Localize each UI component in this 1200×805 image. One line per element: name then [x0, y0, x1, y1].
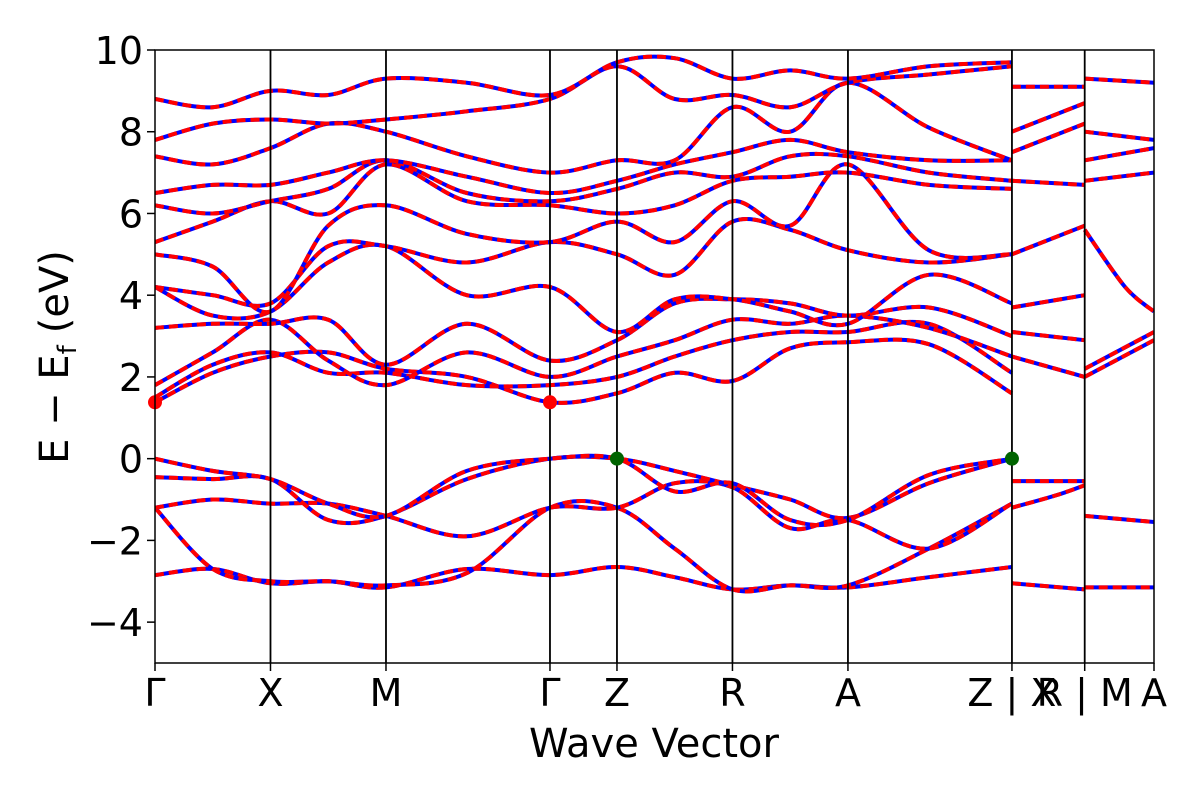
- band-line-s0-b1: [155, 498, 1013, 594]
- band-line-s2-b8: [1084, 76, 1154, 85]
- y-tick-label: 2: [119, 356, 143, 400]
- band-line-s0-b2: [155, 479, 1013, 551]
- band-line-s0-b4: [155, 453, 1013, 528]
- x-tick-label-0: Γ: [144, 671, 165, 715]
- band-line-s0-b15: [155, 80, 1013, 175]
- vbm-marker-2: [609, 451, 624, 466]
- x-tick-label-3: Γ: [539, 671, 560, 715]
- x-tick-label-2: M: [370, 671, 403, 715]
- band-line-s0-b11: [155, 162, 1012, 315]
- markers-layer: [148, 395, 1019, 466]
- band-line-s1-b8: [1011, 121, 1086, 155]
- y-axis-label-unit: (eV): [32, 250, 78, 333]
- band-line-s2-b5: [1084, 170, 1154, 183]
- band-line-s2-b6: [1084, 146, 1154, 163]
- band-line-s1-b2: [1011, 483, 1086, 510]
- band-line-s1-b9: [1011, 101, 1086, 134]
- y-tick-label: 6: [119, 192, 143, 236]
- band-line-s0-b16: [155, 64, 1013, 142]
- band-line-s1-b3: [1011, 354, 1086, 379]
- y-axis-label: E − Ef (eV): [32, 250, 83, 464]
- x-tick-label-5: R: [719, 671, 745, 715]
- band-line-s1-b6: [1011, 223, 1086, 257]
- band-line-s0-b3: [155, 454, 1013, 526]
- cbm-marker-1: [542, 395, 557, 410]
- y-tick-label: 8: [119, 111, 143, 155]
- band-line-s2-b3: [1083, 330, 1154, 371]
- x-tick-label-6: A: [835, 671, 861, 715]
- y-ticks-layer: −4 −2 0 2 4 6 8 10: [87, 29, 155, 645]
- y-tick-label: 0: [119, 438, 143, 482]
- x-tick-label-1: X: [257, 671, 283, 715]
- band-line-s0-b6: [155, 319, 1013, 400]
- y-axis-label-subscript: f: [53, 344, 83, 354]
- y-tick-label: 4: [119, 274, 143, 318]
- x-tick-label-4: Z: [604, 671, 630, 715]
- x-axis-label: Wave Vector: [529, 721, 780, 767]
- y-tick-label: 10: [95, 29, 143, 73]
- y-axis-label-main: E − E: [32, 354, 78, 464]
- band-line-s2-b2: [1083, 338, 1154, 379]
- y-tick-label: −2: [87, 519, 143, 563]
- band-line-s2-b1: [1084, 513, 1154, 524]
- band-line-s2-b7: [1084, 129, 1154, 142]
- bands-layer: [155, 54, 1154, 594]
- band-line-s1-b4: [1011, 293, 1086, 310]
- band-line-s1-b5: [1011, 330, 1085, 343]
- x-tick-label-7: Z | X: [967, 671, 1056, 716]
- kpoint-lines-layer: [269, 50, 1086, 663]
- y-tick-label: −4: [87, 601, 143, 645]
- band-line-s2-b4: [1083, 228, 1154, 314]
- x-tick-label-9: A: [1141, 671, 1167, 715]
- vbm-marker-3: [1004, 451, 1019, 466]
- band-line-s1-b0: [1011, 581, 1085, 592]
- plot-frame: [154, 49, 1155, 664]
- band-line-s1-b7: [1011, 178, 1085, 187]
- x-tick-label-8: R | M: [1037, 671, 1133, 716]
